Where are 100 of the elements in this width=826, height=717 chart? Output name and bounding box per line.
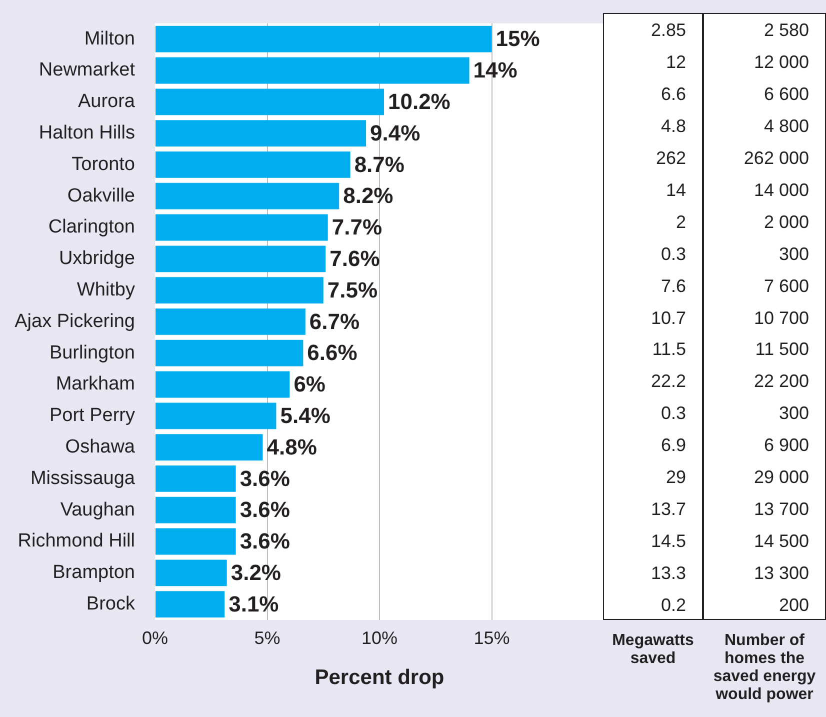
data-label: 14 000: [754, 178, 809, 202]
bar: [156, 371, 290, 398]
data-label: 13.3: [650, 562, 686, 586]
bar: [156, 120, 366, 146]
data-label: 14%: [473, 58, 518, 83]
data-label: 10 700: [754, 306, 809, 330]
data-label: 2: [676, 210, 686, 234]
data-label: 12 000: [754, 50, 809, 74]
y-tick-label: Clarington: [48, 216, 135, 238]
data-label: 6.7%: [309, 308, 360, 334]
data-label: 4 800: [764, 114, 809, 138]
data-label: 5.4%: [280, 402, 330, 428]
y-tick-label: Mississauga: [30, 468, 136, 489]
data-label: 3.6%: [240, 466, 290, 491]
data-label: 200: [778, 594, 809, 618]
data-label: 2.85: [650, 18, 686, 42]
y-tick-label: Oakville: [67, 185, 135, 206]
y-tick-label: Halton Hills: [38, 122, 135, 144]
y-tick-label: Port Perry: [49, 405, 136, 426]
data-label: 7.5%: [327, 277, 378, 302]
bar: [156, 496, 236, 524]
y-tick-label: Milton: [84, 28, 135, 50]
y-tick-label: Aurora: [78, 91, 136, 112]
x-tick-label: 0%: [142, 628, 168, 648]
data-label: 3.1%: [228, 591, 279, 616]
data-label: 300: [778, 242, 809, 266]
data-label: 6 900: [764, 434, 809, 458]
data-label: 12: [666, 50, 686, 74]
data-label: 262 000: [744, 146, 809, 170]
data-label: 11 500: [755, 338, 809, 362]
data-label: 6.9: [660, 434, 686, 458]
bar: [156, 528, 236, 555]
bar: [156, 152, 350, 178]
data-label: 2 580: [764, 18, 809, 42]
y-tick-label: Vaughan: [60, 499, 135, 520]
data-label: 14 500: [754, 530, 809, 554]
data-label: 13 700: [754, 498, 809, 522]
y-tick-label: Whitby: [76, 280, 136, 301]
bar: [156, 340, 304, 366]
data-label: 29 000: [754, 466, 809, 490]
data-label: 300: [778, 402, 809, 426]
bar: [156, 277, 324, 304]
data-label: 7.6: [660, 274, 686, 298]
text: Number of homes the saved energy would power: [712, 632, 817, 704]
bar: [156, 182, 340, 210]
data-label: 10.7: [650, 306, 686, 330]
data-label: 6 600: [764, 82, 809, 106]
data-label: 7 600: [764, 274, 809, 298]
bar: [156, 57, 470, 84]
bar: [156, 466, 236, 492]
data-label: 0.2: [660, 594, 686, 618]
y-tick-label: Burlington: [49, 342, 135, 364]
y-tick-label: Richmond Hill: [18, 530, 135, 552]
bar: [156, 402, 276, 430]
bar: [156, 434, 263, 460]
data-label: 8.7%: [354, 152, 404, 177]
data-label: 8.2%: [343, 183, 394, 208]
bar: [156, 591, 225, 618]
bar: [156, 88, 384, 116]
y-tick-label: Uxbridge: [58, 248, 135, 270]
data-label: 262: [656, 146, 686, 170]
data-label: 29: [666, 466, 686, 490]
data-label: 0.3: [660, 402, 686, 426]
y-tick-label: Toronto: [72, 154, 135, 175]
data-label: 14.5: [650, 530, 686, 554]
data-label: 22 200: [754, 370, 809, 394]
data-label: 6.6%: [307, 340, 358, 366]
y-tick-label: Brampton: [52, 562, 135, 584]
y-tick-label: Newmarket: [38, 60, 136, 81]
data-label: 7.6%: [330, 246, 380, 271]
data-label: 6%: [294, 372, 326, 397]
bar: [156, 246, 326, 272]
data-label: 4.8: [660, 114, 686, 138]
data-label: 9.4%: [370, 120, 420, 146]
y-tick-label: Oshawa: [65, 436, 136, 458]
x-tick-label: 5%: [254, 628, 280, 648]
data-label: 6.6: [660, 82, 686, 106]
bar: [156, 308, 306, 335]
data-label: 15%: [496, 26, 540, 52]
data-label: 22.2: [650, 370, 686, 394]
data-label: 4.8%: [266, 434, 317, 460]
y-tick-label: Ajax Pickering: [14, 310, 135, 332]
data-label: 3.6%: [240, 528, 290, 554]
bar: [156, 214, 328, 241]
data-label: 14: [666, 178, 686, 202]
x-axis-title: Percent drop: [314, 666, 444, 690]
bar: [156, 26, 492, 52]
text: Megawatts saved: [611, 632, 695, 668]
data-label: 7.7%: [332, 214, 382, 240]
data-label: 0.3: [660, 242, 686, 266]
data-label: 13.7: [650, 498, 686, 522]
data-label: 10.2%: [388, 88, 450, 114]
data-label: 2 000: [764, 210, 809, 234]
x-tick-label: 10%: [361, 628, 398, 648]
data-label: 3.2%: [230, 560, 281, 585]
data-label: 11.5: [652, 338, 686, 362]
data-label: 13 300: [754, 562, 809, 586]
data-label: 3.6%: [240, 497, 290, 522]
y-tick-label: Markham: [56, 374, 135, 395]
bar: [156, 560, 227, 586]
